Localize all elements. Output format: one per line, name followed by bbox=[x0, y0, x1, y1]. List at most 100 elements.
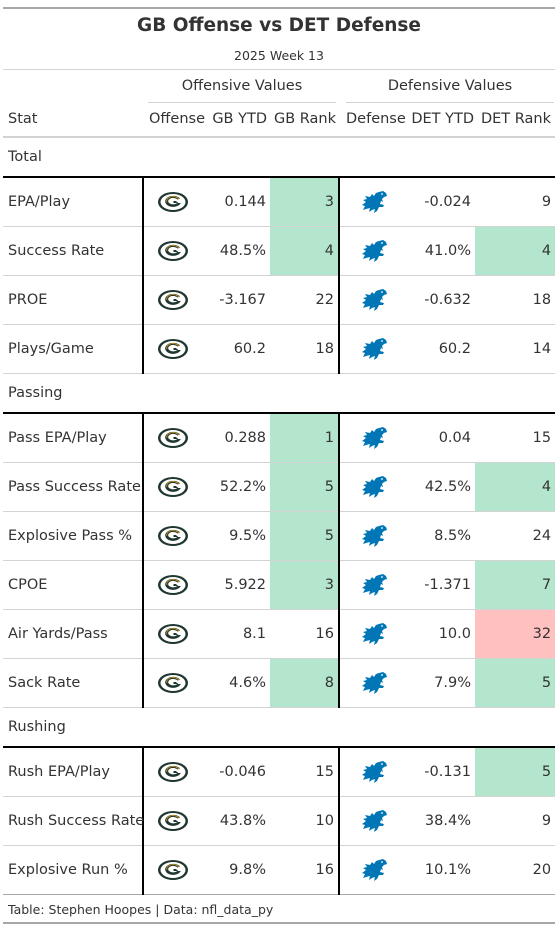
lions-logo-icon bbox=[361, 574, 387, 596]
gb-rank-value: 18 bbox=[270, 324, 339, 374]
packers-logo-icon bbox=[157, 241, 188, 261]
table-row: Rush Success Rate 43.8% 10 38.4% 9 bbox=[3, 796, 556, 846]
stat-name: Pass EPA/Play bbox=[3, 413, 143, 463]
packers-logo-icon bbox=[157, 477, 188, 497]
det-ytd-value: 60.2 bbox=[409, 324, 475, 374]
det-rank-value: 4 bbox=[475, 226, 556, 276]
table-row: Rush EPA/Play -0.046 15 -0.131 5 bbox=[3, 747, 556, 797]
offense-logo-cell bbox=[142, 511, 201, 561]
lions-logo-icon bbox=[361, 810, 387, 832]
spanner-defensive-values: Defensive Values bbox=[387, 78, 513, 94]
group-row: Passing bbox=[3, 373, 556, 414]
group-row: Rushing bbox=[3, 707, 556, 748]
defense-logo-cell bbox=[338, 658, 409, 708]
table-row: Pass EPA/Play 0.288 1 0.04 15 bbox=[3, 413, 556, 463]
det-rank-value: 20 bbox=[475, 845, 556, 895]
det-ytd-value: -0.024 bbox=[409, 177, 475, 227]
defense-logo-cell bbox=[338, 462, 409, 512]
det-ytd-value: 8.5% bbox=[409, 511, 475, 561]
defense-logo-cell bbox=[338, 560, 409, 610]
column-header-offense: Offense bbox=[149, 111, 205, 127]
lions-logo-icon bbox=[361, 191, 387, 213]
group-row: Total bbox=[3, 138, 556, 178]
det-rank-value: 5 bbox=[475, 747, 556, 797]
header-divider bbox=[3, 69, 555, 70]
packers-logo-icon bbox=[157, 192, 188, 212]
stat-name: Rush Success Rate bbox=[3, 796, 144, 846]
offense-logo-cell bbox=[142, 747, 201, 797]
gb-rank-value: 8 bbox=[270, 658, 339, 708]
gb-rank-value: 5 bbox=[270, 511, 339, 561]
stat-name: PROE bbox=[3, 275, 143, 325]
lions-logo-icon bbox=[361, 338, 387, 360]
stats-table: Total EPA/Play 0.144 3 -0.024 9 Success Rate 48… bbox=[3, 138, 556, 895]
table-title: GB Offense vs DET Defense bbox=[137, 15, 421, 36]
gb-ytd-value: 5.922 bbox=[201, 560, 270, 610]
offense-logo-cell bbox=[142, 609, 201, 659]
det-rank-value: 7 bbox=[475, 560, 556, 610]
lions-logo-icon bbox=[361, 427, 387, 449]
packers-logo-icon bbox=[157, 526, 188, 546]
table-row: Pass Success Rate 52.2% 5 42.5% 4 bbox=[3, 462, 556, 512]
lions-logo-icon bbox=[361, 525, 387, 547]
det-ytd-value: 0.04 bbox=[409, 413, 475, 463]
lions-logo-icon bbox=[361, 476, 387, 498]
defense-logo-cell bbox=[338, 226, 409, 276]
offense-logo-cell bbox=[142, 413, 201, 463]
gb-ytd-value: 60.2 bbox=[201, 324, 270, 374]
gb-ytd-value: -0.046 bbox=[201, 747, 270, 797]
spanner-offensive-values: Offensive Values bbox=[181, 78, 303, 94]
offense-logo-cell bbox=[142, 324, 201, 374]
column-header-det-ytd: DET YTD bbox=[411, 111, 474, 127]
table-row: Sack Rate 4.6% 8 7.9% 5 bbox=[3, 658, 556, 708]
gb-ytd-value: 4.6% bbox=[201, 658, 270, 708]
offense-logo-cell bbox=[142, 226, 201, 276]
table-row: PROE -3.167 22 -0.632 18 bbox=[3, 275, 556, 325]
table-row: Explosive Run % 9.8% 16 10.1% 20 bbox=[3, 845, 556, 895]
defense-logo-cell bbox=[338, 747, 409, 797]
lions-logo-icon bbox=[361, 623, 387, 645]
column-header-gb-ytd: GB YTD bbox=[212, 111, 267, 127]
stat-name: Sack Rate bbox=[3, 658, 143, 708]
gb-rank-value: 5 bbox=[270, 462, 339, 512]
offense-logo-cell bbox=[142, 275, 201, 325]
det-ytd-value: -0.632 bbox=[409, 275, 475, 325]
gb-ytd-value: 0.144 bbox=[201, 177, 270, 227]
packers-logo-icon bbox=[157, 762, 188, 782]
table-row: Explosive Pass % 9.5% 5 8.5% 24 bbox=[3, 511, 556, 561]
offense-logo-cell bbox=[142, 796, 201, 846]
column-header-rule bbox=[3, 136, 555, 138]
packers-logo-icon bbox=[157, 339, 188, 359]
packers-logo-icon bbox=[157, 673, 188, 693]
stat-name: Success Rate bbox=[3, 226, 143, 276]
gb-rank-value: 22 bbox=[270, 275, 339, 325]
lions-logo-icon bbox=[361, 240, 387, 262]
table-row: EPA/Play 0.144 3 -0.024 9 bbox=[3, 177, 556, 227]
det-ytd-value: 7.9% bbox=[409, 658, 475, 708]
defense-logo-cell bbox=[338, 511, 409, 561]
table-row: Plays/Game 60.2 18 60.2 14 bbox=[3, 324, 556, 374]
defense-logo-cell bbox=[338, 845, 409, 895]
det-ytd-value: 10.0 bbox=[409, 609, 475, 659]
group-label: Rushing bbox=[3, 707, 556, 748]
gb-ytd-value: 0.288 bbox=[201, 413, 270, 463]
det-ytd-value: 10.1% bbox=[409, 845, 475, 895]
gb-ytd-value: -3.167 bbox=[201, 275, 270, 325]
source-note: Table: Stephen Hoopes | Data: nfl_data_p… bbox=[8, 902, 274, 917]
lions-logo-icon bbox=[361, 761, 387, 783]
defense-logo-cell bbox=[338, 324, 409, 374]
det-rank-value: 15 bbox=[475, 413, 556, 463]
group-label: Passing bbox=[3, 373, 556, 414]
det-ytd-value: 38.4% bbox=[409, 796, 475, 846]
det-rank-value: 9 bbox=[475, 796, 556, 846]
gb-rank-value: 4 bbox=[270, 226, 339, 276]
defense-logo-cell bbox=[338, 275, 409, 325]
stat-name: Air Yards/Pass bbox=[3, 609, 143, 659]
stat-name: Explosive Pass % bbox=[3, 511, 143, 561]
gb-ytd-value: 8.1 bbox=[201, 609, 270, 659]
gb-ytd-value: 48.5% bbox=[201, 226, 270, 276]
gb-rank-value: 3 bbox=[270, 560, 339, 610]
stat-name: Rush EPA/Play bbox=[3, 747, 143, 797]
gb-ytd-value: 9.8% bbox=[201, 845, 270, 895]
gb-ytd-value: 43.8% bbox=[201, 796, 270, 846]
